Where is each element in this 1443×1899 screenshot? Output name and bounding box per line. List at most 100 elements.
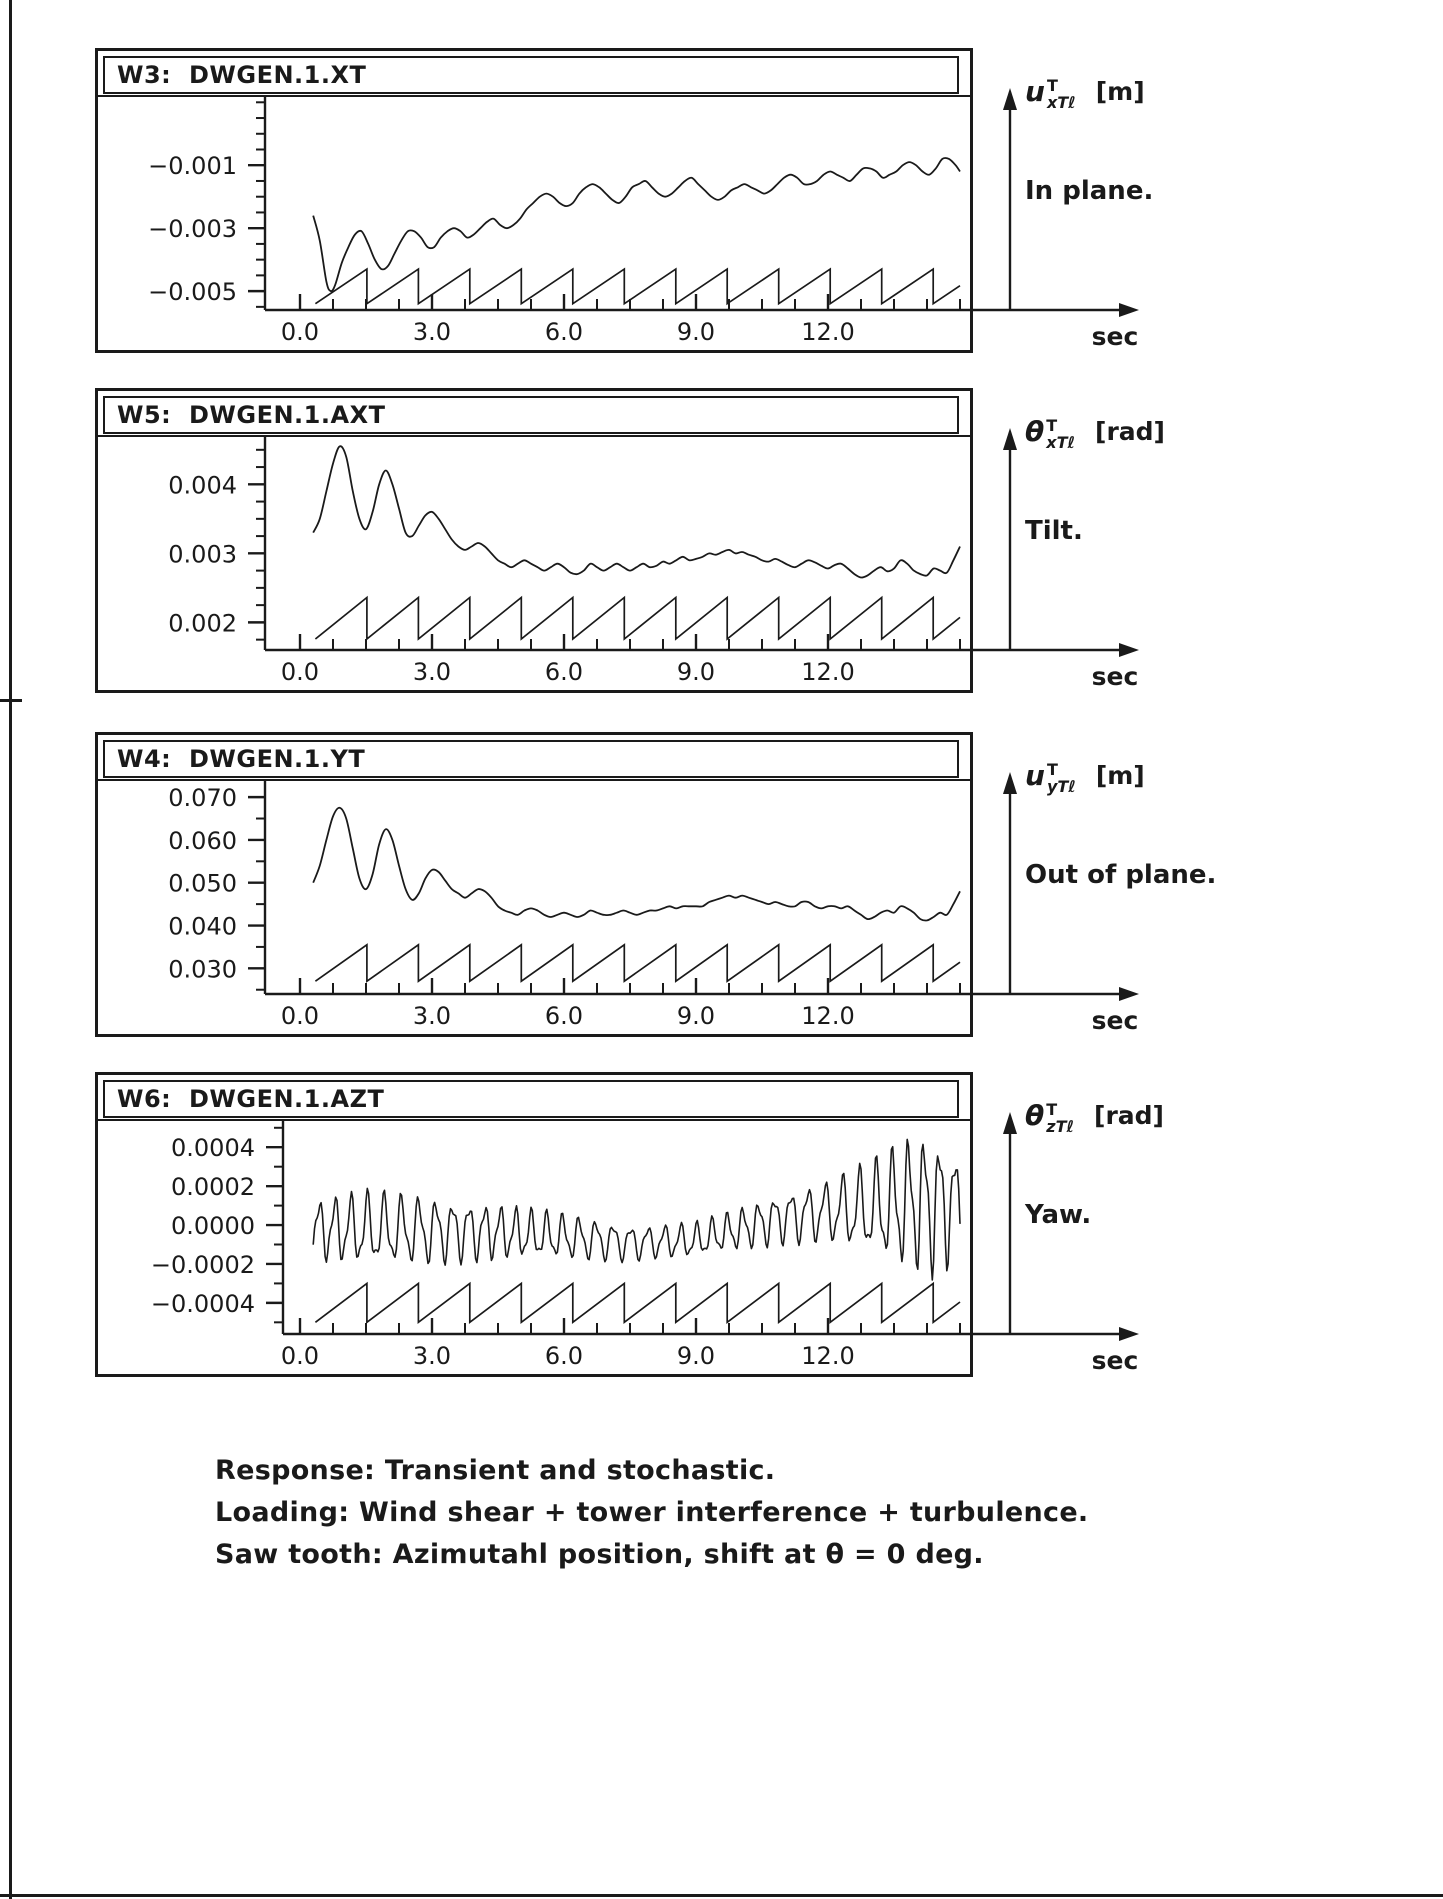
panel-w6: W6: DWGEN.1.AZT 0.0 3.0 6.0 9.0 12.0 0.0004 0.… (95, 1072, 1164, 1417)
tick-label: 12.0 (801, 1002, 854, 1030)
x-axis-arrowhead (1119, 303, 1139, 317)
tick-label: −0.0004 (151, 1290, 255, 1318)
response-curve (312, 157, 961, 293)
plot-w5: 0.0 3.0 6.0 9.0 12.0 0.004 0.003 0.002 (98, 428, 1139, 686)
panel-w5-border: W5: DWGEN.1.AXT (95, 388, 973, 693)
panel-w4-title-bar: W4: DWGEN.1.YT (103, 740, 959, 778)
caption-line-sawtooth: Saw tooth: Azimutahl position, shift at … (215, 1539, 984, 1570)
symbol-supsub: T xTℓ (1046, 416, 1076, 452)
symbol-superscript: T (1046, 76, 1058, 95)
panel-w4: W4: DWGEN.1.YT 0.0 3.0 6.0 9.0 12.0 0.070 0.06… (95, 732, 1216, 1077)
tick-label: 0.0 (281, 1002, 319, 1030)
panel-w6-title-bar: W6: DWGEN.1.AZT (103, 1080, 959, 1118)
caption-line-response: Response: Transient and stochastic. (215, 1455, 776, 1486)
tick-label: 3.0 (413, 1002, 451, 1030)
tick-label: 0.002 (168, 609, 237, 637)
tick-label: 6.0 (545, 658, 583, 686)
tick-label: 9.0 (677, 1002, 715, 1030)
tick-label: 6.0 (545, 1342, 583, 1370)
y-axis-symbol-w6: θ T zTℓ [rad] (1025, 1099, 1164, 1136)
y-axis-arrowhead (1003, 428, 1017, 450)
plot-w6: 0.0 3.0 6.0 9.0 12.0 0.0004 0.0002 0.0000 −0.000… (98, 1112, 1139, 1370)
tick-label: 6.0 (545, 318, 583, 346)
plot-w4: 0.0 3.0 6.0 9.0 12.0 0.070 0.060 0.050 0.040 0.03… (98, 772, 1139, 1030)
symbol-subscript: xTℓ (1046, 432, 1076, 452)
x-axis-arrowhead (1119, 1327, 1139, 1341)
tick-label: 9.0 (677, 658, 715, 686)
y-axis-symbol-w4: u T yTℓ [m] (1025, 759, 1145, 796)
symbol-subscript: yTℓ (1046, 776, 1076, 796)
tick-label: 0.003 (168, 540, 237, 568)
azimuth-sawtooth-curve (314, 1281, 961, 1325)
tick-label: 3.0 (413, 318, 451, 346)
tick-label: 12.0 (801, 1342, 854, 1370)
page-left-rule (9, 0, 12, 1899)
symbol-supsub: T xTℓ (1046, 76, 1076, 112)
y-axis-arrowhead (1003, 88, 1017, 110)
y-axis-annotation-w5: Tilt. (1025, 516, 1083, 546)
tick-label: 12.0 (801, 318, 854, 346)
tick-label: 0.070 (168, 784, 237, 812)
response-curve (312, 806, 961, 922)
symbol-base: u (1025, 759, 1045, 792)
response-curve (312, 445, 961, 579)
tick-label: 0.0 (281, 1342, 319, 1370)
panel-w5: W5: DWGEN.1.AXT 0.0 3.0 6.0 9.0 12.0 0.004 0.0… (95, 388, 1165, 733)
tick-label: 3.0 (413, 1342, 451, 1370)
tick-label: 6.0 (545, 1002, 583, 1030)
panel-w3: W3: DWGEN.1.XT 0.0 3.0 6.0 9.0 12.0 −0.001 −0.… (95, 48, 1155, 393)
panel-w3-border: W3: DWGEN.1.XT (95, 48, 973, 353)
panel-w3-title-bar: W3: DWGEN.1.XT (103, 56, 959, 94)
y-axis-annotation-w6: Yaw. (1025, 1200, 1092, 1230)
tick-label: 0.040 (168, 913, 237, 941)
tick-label: 0.030 (168, 955, 237, 983)
y-axis-annotation-w3: In plane. (1025, 176, 1154, 206)
x-axis-unit-w5: sec (1091, 662, 1139, 691)
panel-w4-title: W4: DWGEN.1.YT (117, 745, 366, 773)
symbol-supsub: T yTℓ (1046, 760, 1076, 796)
symbol-base: θ (1025, 415, 1045, 448)
tick-label: 0.0002 (171, 1173, 255, 1201)
symbol-subscript: zTℓ (1046, 1116, 1075, 1136)
symbol-supsub: T zTℓ (1046, 1100, 1075, 1136)
x-axis-unit-w3: sec (1091, 322, 1139, 351)
y-axis-annotation-w4: Out of plane. (1025, 860, 1217, 890)
symbol-unit: [rad] (1094, 1101, 1164, 1130)
symbol-base: θ (1025, 1099, 1045, 1132)
symbol-unit: [m] (1095, 761, 1145, 790)
x-axis-arrowhead (1119, 987, 1139, 1001)
symbol-base: u (1025, 75, 1045, 108)
y-axis-arrowhead (1003, 772, 1017, 794)
tick-label: 12.0 (801, 658, 854, 686)
y-axis-symbol-w3: u T xTℓ [m] (1025, 75, 1145, 112)
symbol-superscript: T (1046, 760, 1058, 779)
tick-label: 9.0 (677, 1342, 715, 1370)
symbol-superscript: T (1046, 416, 1058, 435)
page-left-tick-mark (0, 699, 22, 702)
symbol-superscript: T (1046, 1100, 1058, 1119)
x-axis-unit-w4: sec (1091, 1006, 1139, 1035)
panel-w5-title-bar: W5: DWGEN.1.AXT (103, 396, 959, 434)
tick-label: 0.0000 (171, 1212, 255, 1240)
x-axis-unit-w6: sec (1091, 1346, 1139, 1375)
caption-line-loading: Loading: Wind shear + tower interference… (215, 1497, 1089, 1528)
tick-label: 0.0 (281, 658, 319, 686)
panel-w4-border: W4: DWGEN.1.YT (95, 732, 973, 1037)
plot-w3: 0.0 3.0 6.0 9.0 12.0 −0.001 −0.003 −0.005 (98, 88, 1139, 346)
y-axis-arrowhead (1003, 1112, 1017, 1134)
tick-label: 0.0004 (171, 1134, 255, 1162)
response-curve (312, 1138, 961, 1281)
panel-w6-title: W6: DWGEN.1.AZT (117, 1085, 385, 1113)
tick-label: 3.0 (413, 658, 451, 686)
tick-label: −0.005 (148, 278, 237, 306)
azimuth-sawtooth-curve (314, 943, 961, 983)
tick-label: 0.060 (168, 827, 237, 855)
tick-label: 0.004 (168, 471, 237, 499)
tick-label: −0.0002 (151, 1251, 255, 1279)
panel-w6-border: W6: DWGEN.1.AZT (95, 1072, 973, 1377)
tick-label: 0.050 (168, 870, 237, 898)
page-bottom-rule (0, 1894, 1443, 1897)
tick-label: 9.0 (677, 318, 715, 346)
panel-w3-title: W3: DWGEN.1.XT (117, 61, 367, 89)
